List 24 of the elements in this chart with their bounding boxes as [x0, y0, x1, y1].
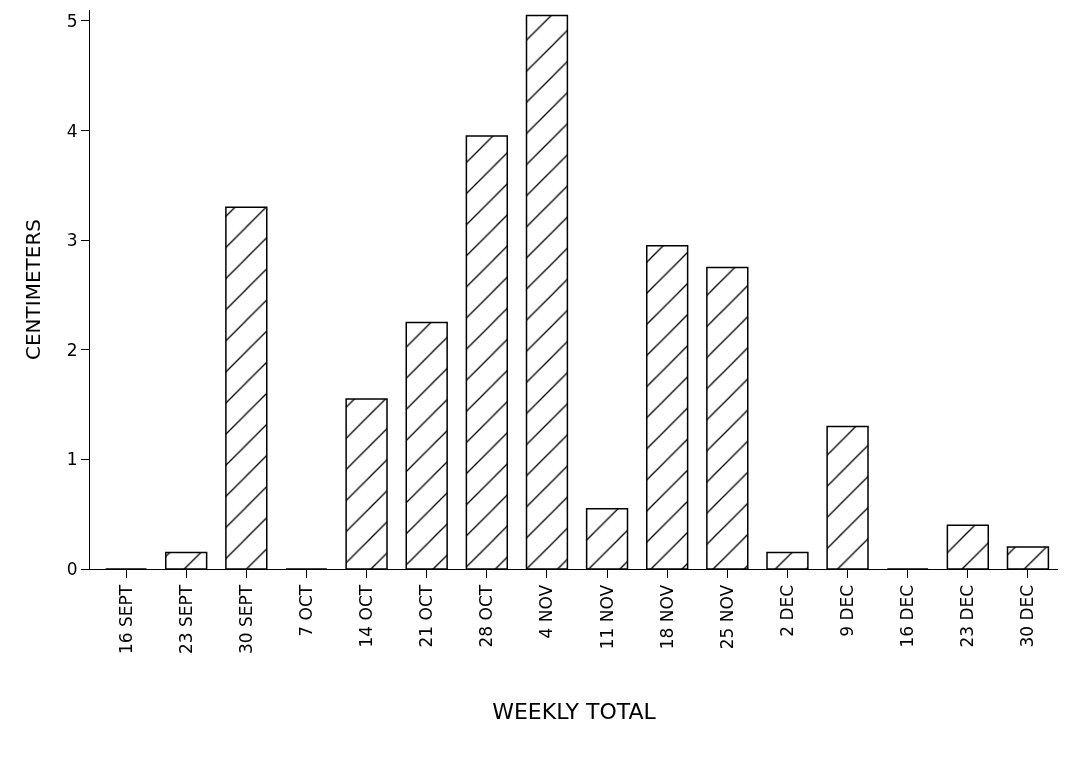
x-tick-label: 23 DEC — [957, 584, 978, 648]
y-tick-label: 1 — [66, 449, 78, 470]
x-tick-label: 16 SEPT — [115, 584, 136, 655]
x-tick-label: 16 DEC — [897, 584, 918, 648]
x-tick-label: 23 SEPT — [175, 584, 196, 655]
x-tick-label: 4 NOV — [536, 584, 557, 639]
y-tick-label: 0 — [66, 558, 78, 579]
x-tick-label: 9 DEC — [837, 584, 858, 637]
x-tick-label: 18 NOV — [656, 584, 677, 650]
x-tick-label: 25 NOV — [716, 584, 737, 650]
x-tick-label: 21 OCT — [416, 584, 437, 648]
x-tick-label: 28 OCT — [476, 584, 497, 648]
x-tick-label: 11 NOV — [596, 584, 617, 650]
x-tick-label: 14 OCT — [356, 584, 377, 648]
y-tick-label: 5 — [66, 10, 78, 31]
x-axis-title: WEEKLY TOTAL — [492, 698, 657, 724]
y-axis-title: CENTIMETERS — [21, 218, 45, 361]
y-tick-label: 3 — [66, 230, 78, 251]
x-tick-label: 2 DEC — [776, 584, 797, 637]
x-tick-label: 30 SEPT — [235, 584, 256, 655]
y-tick-label: 4 — [66, 120, 78, 141]
x-tick-label: 30 DEC — [1017, 584, 1038, 648]
x-tick-label: 7 OCT — [295, 584, 316, 637]
y-tick-label: 2 — [66, 339, 78, 360]
